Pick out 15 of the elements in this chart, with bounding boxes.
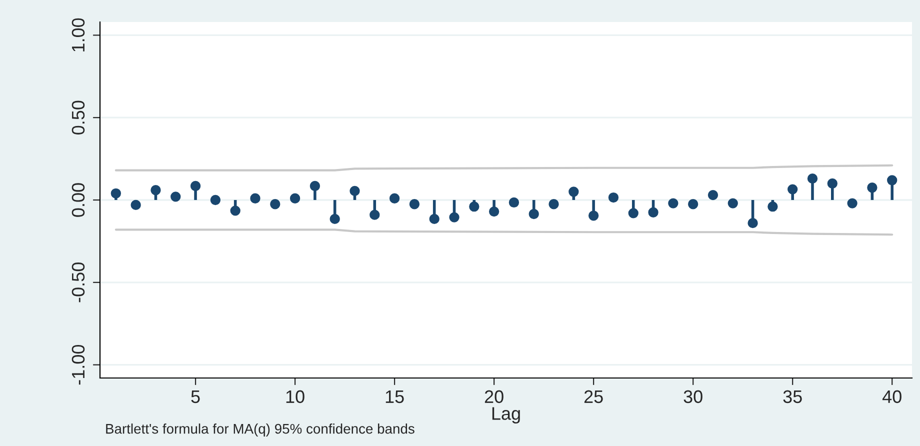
x-axis-title: Lag: [492, 407, 520, 424]
x-tick-label: 25: [584, 390, 603, 404]
y-tick-label: 1.00: [72, 18, 85, 52]
text: Bartlett's formula for MA(q) 95% confidence bands: [106, 424, 414, 436]
y-tick-label: 0.00: [72, 183, 85, 217]
x-tick-label: 15: [386, 390, 404, 404]
x-tick-label: 10: [286, 390, 304, 404]
x-tick-label: 40: [882, 390, 902, 404]
y-tick-label: 0.50: [72, 100, 85, 134]
x-tick-label: 35: [783, 390, 802, 404]
x-tick-label: 5: [191, 390, 200, 404]
x-tick-label: 30: [684, 390, 702, 404]
x-tick-label: 20: [484, 390, 504, 404]
y-tick-label: -0.50: [72, 262, 85, 302]
y-tick-label: -1.00: [72, 344, 85, 385]
